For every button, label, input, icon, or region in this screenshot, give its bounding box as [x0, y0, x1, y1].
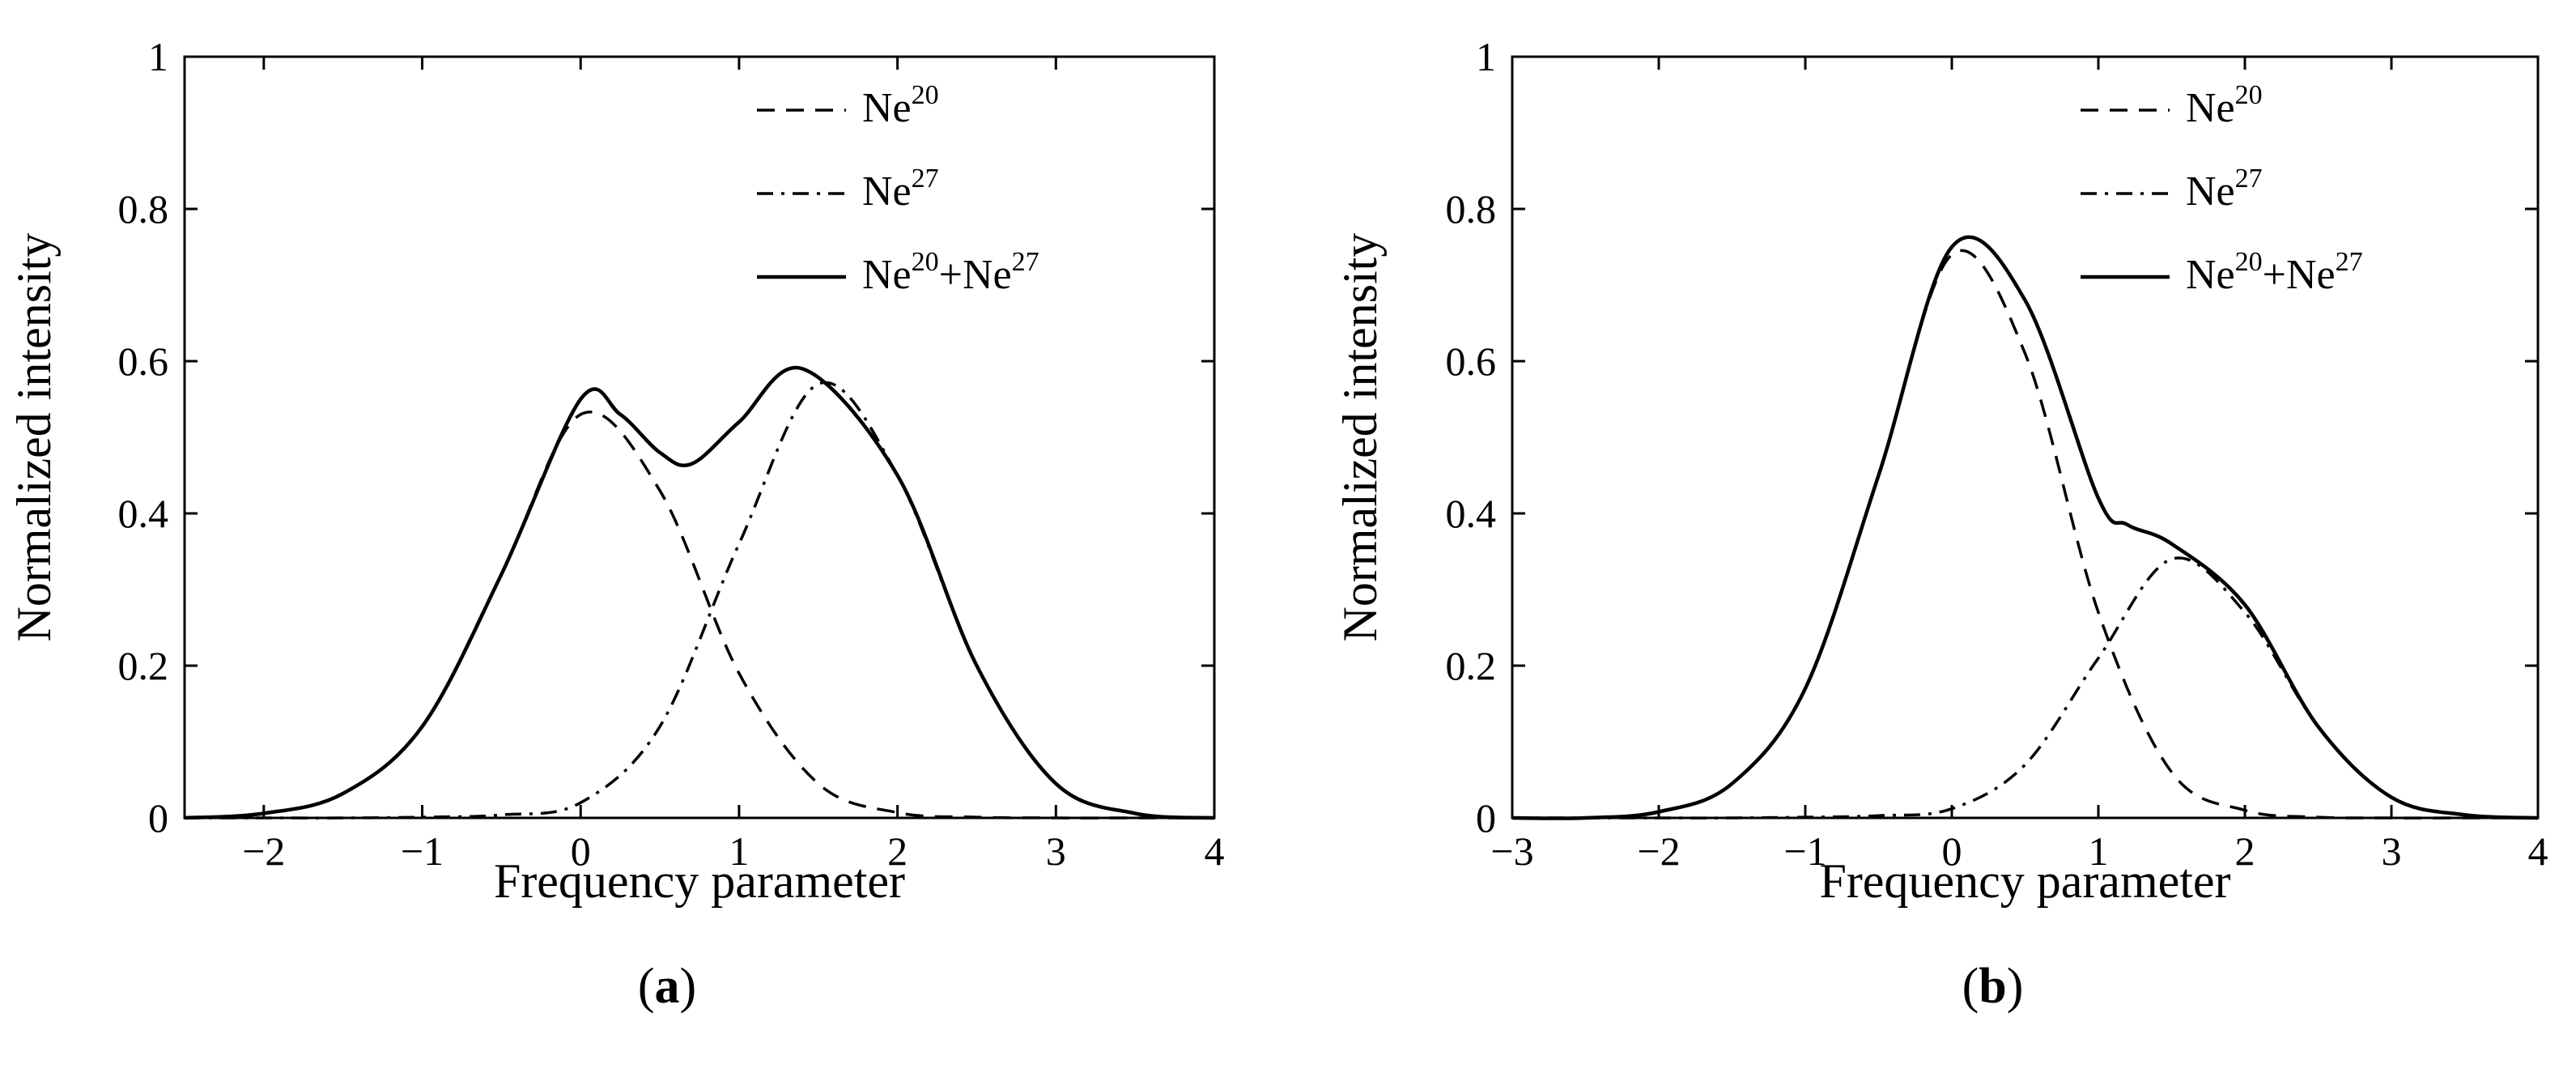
series-line-dashdot: [1512, 556, 2539, 820]
legend-base: Ne: [862, 85, 912, 131]
legend-entry: Ne20+Ne27: [2186, 247, 2363, 298]
caption-letter: b: [1979, 959, 2006, 1014]
y-axis-label: Normalized intensity: [1333, 233, 1387, 642]
x-tick-label: −2: [1637, 828, 1680, 874]
legend-entry: Ne27: [2186, 164, 2263, 215]
legend-sup: 20: [912, 247, 939, 277]
series-line-dashdot: [185, 381, 1215, 820]
legend-sup: 27: [912, 164, 939, 194]
legend-sup: 27: [1012, 247, 1039, 277]
y-tick-label: 0.4: [1446, 491, 1497, 536]
panel-caption: (b): [1962, 959, 2024, 1014]
x-tick-label: 0: [571, 828, 591, 874]
legend-base: Ne: [963, 252, 1012, 298]
caption-close: ): [680, 959, 697, 1014]
legend-plus: +: [939, 252, 963, 298]
x-tick-label: 2: [2235, 828, 2255, 874]
caption-letter: a: [655, 959, 680, 1014]
caption-open: (: [638, 959, 655, 1014]
legend-entry: Ne20: [862, 80, 939, 131]
legend-sup: 20: [2235, 247, 2263, 277]
x-tick-label: 3: [1046, 828, 1066, 874]
legend-sup: 20: [2235, 80, 2263, 110]
legend-entry: Ne20+Ne27: [862, 247, 1039, 298]
x-tick-label: −1: [1783, 828, 1826, 874]
y-tick-label: 0: [148, 795, 168, 841]
legend-base: Ne: [2186, 252, 2235, 298]
legend-base: Ne: [862, 168, 912, 215]
y-axis-label: Normalized intensity: [7, 233, 61, 642]
legend-sup: 27: [2336, 247, 2363, 277]
y-tick-label: 0.2: [118, 643, 169, 688]
legend-base: Ne: [2186, 85, 2235, 131]
x-tick-label: 4: [1205, 828, 1225, 874]
caption-close: ): [2007, 959, 2024, 1014]
y-tick-label: 0.8: [1446, 186, 1497, 232]
panel-caption: (a): [638, 959, 696, 1014]
series-line-dashed: [184, 411, 1214, 820]
legend-entry: Ne27: [862, 164, 939, 215]
series-line-solid: [184, 365, 1215, 820]
plot-area: [1511, 55, 2540, 820]
x-tick-label: −1: [401, 828, 444, 874]
legend-base: Ne: [2286, 252, 2336, 298]
y-tick-label: 1: [148, 34, 168, 79]
y-tick-label: 0.2: [1446, 643, 1497, 688]
x-tick-label: −2: [242, 828, 285, 874]
x-tick-label: −3: [1490, 828, 1533, 874]
legend-base: Ne: [2186, 168, 2235, 215]
legend-sup: 20: [912, 80, 939, 110]
y-tick-label: 0.8: [118, 186, 169, 232]
plot-area: [183, 55, 1216, 820]
y-tick-label: 0.6: [1446, 338, 1497, 384]
series-line-solid: [1511, 235, 2539, 820]
y-tick-label: 1: [1476, 34, 1496, 79]
y-tick-label: 0: [1476, 795, 1496, 841]
x-tick-label: 4: [2528, 828, 2548, 874]
x-tick-label: 3: [2382, 828, 2402, 874]
x-tick-label: 2: [887, 828, 908, 874]
legend-base: Ne: [862, 252, 912, 298]
x-tick-label: 0: [1942, 828, 1962, 874]
legend-sup: 27: [2235, 164, 2263, 194]
series-line-dashed: [1511, 249, 2538, 820]
x-axis-label: Frequency parameter: [1819, 854, 2230, 908]
legend-plus: +: [2263, 252, 2286, 298]
x-tick-label: 1: [729, 828, 749, 874]
y-tick-label: 0.6: [118, 338, 169, 384]
y-tick-label: 0.4: [118, 491, 169, 536]
x-axis-label: Frequency parameter: [494, 854, 905, 908]
caption-open: (: [1962, 959, 1979, 1014]
x-tick-label: 1: [2089, 828, 2109, 874]
legend-entry: Ne20: [2186, 80, 2263, 131]
